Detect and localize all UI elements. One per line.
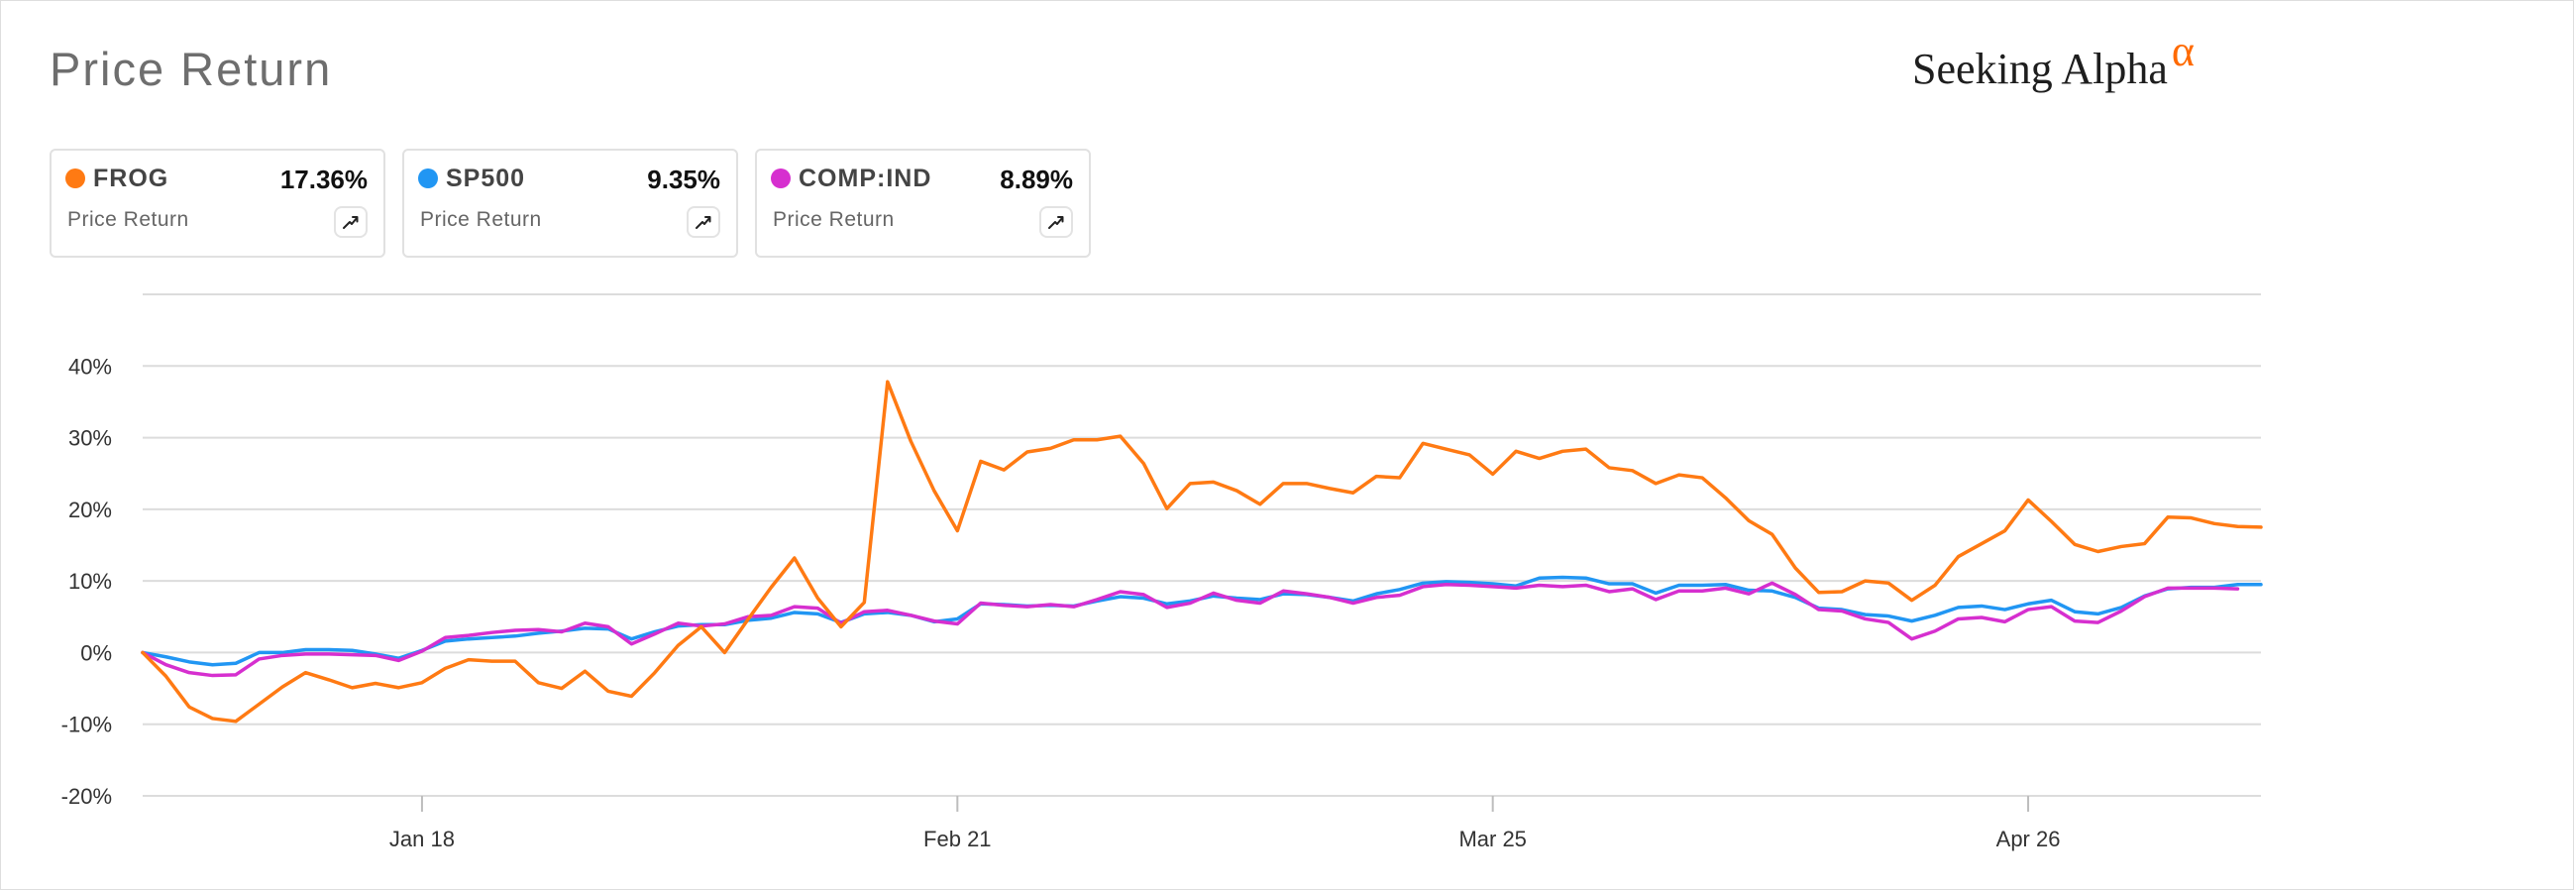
series-color-dot bbox=[771, 168, 791, 188]
trend-up-icon[interactable] bbox=[334, 206, 368, 238]
x-tick-label: Apr 26 bbox=[1996, 827, 2061, 851]
page-title: Price Return bbox=[50, 43, 333, 95]
y-tick-label: 10% bbox=[68, 569, 112, 594]
card-ticker: SP500 bbox=[446, 165, 526, 192]
card-metric-label: Price Return bbox=[773, 208, 895, 231]
series-line-frog bbox=[141, 380, 2263, 724]
x-tick-label: Jan 18 bbox=[389, 827, 455, 851]
card-ticker: FROG bbox=[93, 165, 169, 192]
y-tick-label: 0% bbox=[80, 640, 112, 665]
trend-up-icon[interactable] bbox=[1039, 206, 1073, 238]
series-color-dot bbox=[65, 168, 85, 188]
seeking-alpha-logo[interactable]: Seeking Alphaα bbox=[1912, 27, 2195, 94]
trend-up-icon[interactable] bbox=[687, 206, 720, 238]
card-value: 17.36% bbox=[279, 165, 368, 194]
y-tick-label: -20% bbox=[61, 784, 112, 809]
card-value: 9.35% bbox=[647, 165, 720, 194]
y-tick-label: -10% bbox=[61, 713, 112, 737]
card-metric-label: Price Return bbox=[67, 208, 189, 231]
legend-card-sp500[interactable]: SP500 9.35% Price Return bbox=[402, 149, 738, 258]
series-line-compind bbox=[141, 581, 2240, 678]
card-ticker: COMP:IND bbox=[799, 165, 932, 192]
x-tick-label: Feb 21 bbox=[923, 827, 992, 851]
series-color-dot bbox=[418, 168, 438, 188]
card-value: 8.89% bbox=[1000, 165, 1073, 194]
y-tick-label: 30% bbox=[68, 426, 112, 451]
logo-text: Seeking Alpha bbox=[1912, 45, 2168, 93]
legend-card-compind[interactable]: COMP:IND 8.89% Price Return bbox=[755, 149, 1091, 258]
alpha-icon: α bbox=[2171, 27, 2195, 75]
y-tick-label: 20% bbox=[68, 498, 112, 522]
y-tick-label: 40% bbox=[68, 354, 112, 379]
legend-card-frog[interactable]: FROG 17.36% Price Return bbox=[50, 149, 385, 258]
x-tick-label: Mar 25 bbox=[1458, 827, 1526, 851]
card-metric-label: Price Return bbox=[420, 208, 542, 231]
